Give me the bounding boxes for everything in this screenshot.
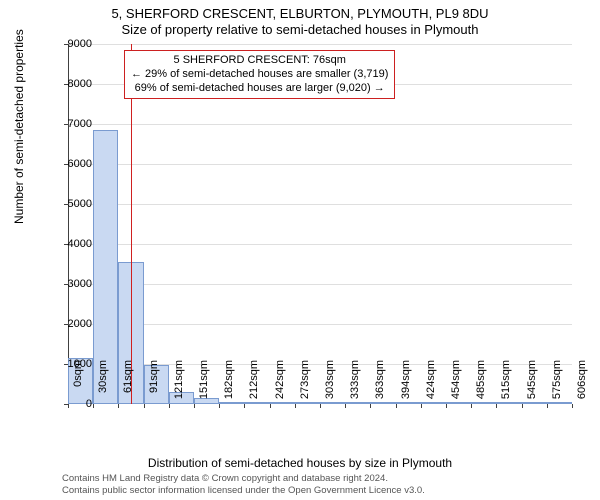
ytick-label: 7000 (42, 118, 92, 130)
xtick-label: 303sqm (324, 360, 336, 410)
gridline (68, 164, 572, 165)
footer-attribution: Contains HM Land Registry data © Crown c… (62, 473, 425, 496)
gridline (68, 204, 572, 205)
xtick-label: 182sqm (223, 360, 235, 410)
xtick-mark (421, 404, 422, 408)
xtick-mark (345, 404, 346, 408)
xtick-mark (547, 404, 548, 408)
gridline (68, 44, 572, 45)
xtick-label: 515sqm (500, 360, 512, 410)
xtick-mark (471, 404, 472, 408)
xtick-mark (446, 404, 447, 408)
xtick-label: 485sqm (475, 360, 487, 410)
annotation-line-2: ← 29% of semi-detached houses are smalle… (131, 68, 388, 82)
ytick-label: 2000 (42, 318, 92, 330)
ytick-label: 1000 (42, 358, 92, 370)
ytick-label: 5000 (42, 198, 92, 210)
xtick-label: 242sqm (274, 360, 286, 410)
ytick-label: 0 (42, 398, 92, 410)
xtick-mark (244, 404, 245, 408)
xtick-mark (496, 404, 497, 408)
y-axis (68, 44, 69, 404)
xtick-label: 30sqm (97, 360, 109, 410)
y-axis-label: Number of semi-detached properties (12, 29, 26, 224)
xtick-label: 212sqm (248, 360, 260, 410)
xtick-label: 424sqm (425, 360, 437, 410)
xtick-mark (169, 404, 170, 408)
xtick-mark (522, 404, 523, 408)
xtick-mark (118, 404, 119, 408)
gridline (68, 124, 572, 125)
xtick-mark (219, 404, 220, 408)
title-line-2: Size of property relative to semi-detach… (0, 22, 600, 37)
annotation-line-1: 5 SHERFORD CRESCENT: 76sqm (131, 54, 388, 68)
xtick-label: 333sqm (349, 360, 361, 410)
chart-area: 5 SHERFORD CRESCENT: 76sqm ← 29% of semi… (68, 44, 572, 404)
xtick-label: 454sqm (450, 360, 462, 410)
gridline (68, 284, 572, 285)
ytick-label: 9000 (42, 38, 92, 50)
title-line-1: 5, SHERFORD CRESCENT, ELBURTON, PLYMOUTH… (0, 6, 600, 21)
annotation-line-3: 69% of semi-detached houses are larger (… (131, 82, 388, 96)
xtick-label: 394sqm (400, 360, 412, 410)
ytick-label: 3000 (42, 278, 92, 290)
footer-line-1: Contains HM Land Registry data © Crown c… (62, 473, 425, 484)
xtick-mark (194, 404, 195, 408)
xtick-label: 545sqm (526, 360, 538, 410)
ytick-label: 8000 (42, 78, 92, 90)
xtick-label: 575sqm (551, 360, 563, 410)
xtick-mark (370, 404, 371, 408)
ytick-label: 4000 (42, 238, 92, 250)
gridline (68, 324, 572, 325)
xtick-mark (93, 404, 94, 408)
xtick-label: 606sqm (576, 360, 588, 410)
ytick-label: 6000 (42, 158, 92, 170)
xtick-label: 151sqm (198, 360, 210, 410)
annotation-box: 5 SHERFORD CRESCENT: 76sqm ← 29% of semi… (124, 50, 395, 99)
xtick-label: 121sqm (173, 360, 185, 410)
chart-title-block: 5, SHERFORD CRESCENT, ELBURTON, PLYMOUTH… (0, 0, 600, 37)
xtick-mark (295, 404, 296, 408)
xtick-label: 91sqm (148, 360, 160, 410)
xtick-mark (572, 404, 573, 408)
xtick-label: 273sqm (299, 360, 311, 410)
xtick-label: 363sqm (374, 360, 386, 410)
xtick-mark (396, 404, 397, 408)
x-axis-label: Distribution of semi-detached houses by … (0, 456, 600, 470)
xtick-mark (270, 404, 271, 408)
xtick-label: 61sqm (122, 360, 134, 410)
xtick-mark (320, 404, 321, 408)
gridline (68, 244, 572, 245)
footer-line-2: Contains public sector information licen… (62, 485, 425, 496)
xtick-mark (144, 404, 145, 408)
